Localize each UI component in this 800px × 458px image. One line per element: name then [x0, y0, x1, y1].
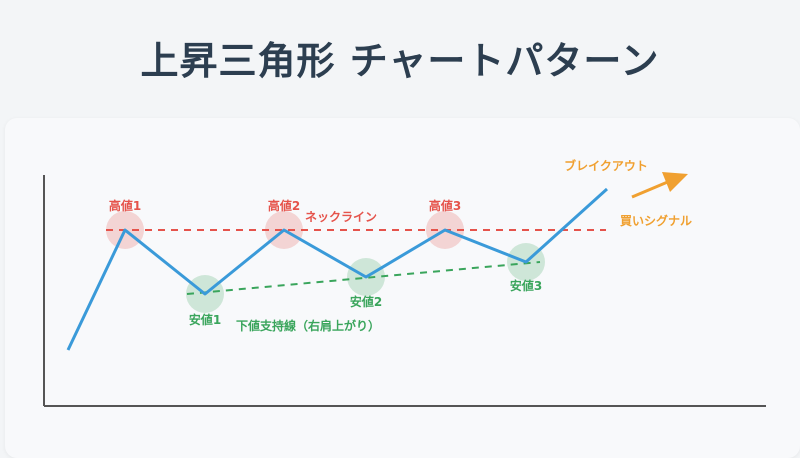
buy-signal-label: 買いシグナル	[620, 213, 692, 228]
low1-label: 安値1	[189, 312, 221, 327]
page-title: 上昇三角形 チャートパターン	[140, 39, 660, 83]
high1-label: 高値1	[109, 198, 141, 213]
breakout-arrow-shaft	[631, 179, 671, 199]
high3-label: 高値3	[429, 198, 461, 213]
price-line	[66, 187, 609, 351]
low2-label: 安値2	[350, 294, 382, 309]
high2-label: 高値2	[268, 198, 300, 213]
low3-label: 安値3	[510, 278, 542, 293]
breakout-arrow-icon	[662, 172, 688, 192]
support-label: 下値支持線（右肩上がり）	[236, 318, 380, 333]
breakout-label: ブレイクアウト	[564, 158, 648, 173]
neckline-label: ネックライン	[305, 210, 377, 224]
